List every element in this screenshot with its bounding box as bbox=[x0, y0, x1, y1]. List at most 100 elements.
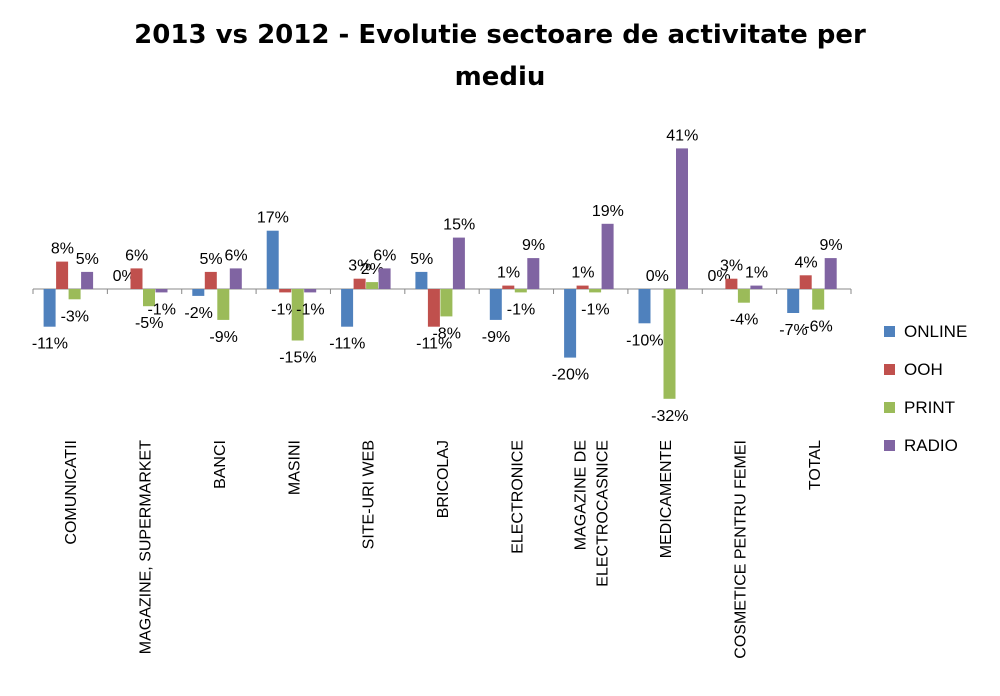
bar-print-2 bbox=[217, 289, 230, 320]
bar-radio-2 bbox=[229, 268, 242, 289]
data-label-online-6: -9% bbox=[482, 329, 510, 346]
data-label-ooh-5: -11% bbox=[416, 336, 452, 353]
data-label-ooh-10: 4% bbox=[794, 254, 817, 271]
bar-online-10 bbox=[787, 289, 800, 313]
data-label-radio-8: 41% bbox=[666, 127, 698, 144]
bar-radio-6 bbox=[527, 258, 540, 289]
category-label-1: MAGAZINE, SUPERMARKET bbox=[138, 440, 155, 654]
data-label-online-1: 0% bbox=[113, 268, 136, 285]
data-label-print-4: 2% bbox=[361, 261, 384, 278]
bar-radio-7 bbox=[601, 223, 614, 289]
data-label-online-4: -11% bbox=[329, 336, 365, 353]
bar-print-5 bbox=[440, 289, 453, 317]
legend-label: PRINT bbox=[904, 398, 955, 417]
bar-online-0 bbox=[43, 289, 56, 327]
data-label-radio-2: 6% bbox=[225, 247, 248, 264]
data-label-radio-1: -1% bbox=[147, 301, 175, 318]
category-label-6: ELECTRONICE bbox=[509, 440, 526, 554]
data-label-print-1: -5% bbox=[135, 315, 163, 332]
bar-radio-1 bbox=[155, 289, 168, 293]
data-label-online-5: 5% bbox=[410, 251, 433, 268]
legend-label: OOH bbox=[904, 360, 943, 379]
data-label-radio-9: 1% bbox=[745, 265, 768, 282]
bar-online-7 bbox=[564, 289, 577, 358]
bar-ooh-1 bbox=[130, 268, 143, 289]
bar-print-1 bbox=[143, 289, 155, 307]
bar-ooh-2 bbox=[204, 271, 217, 290]
bar-radio-3 bbox=[304, 289, 317, 293]
bar-ooh-7 bbox=[576, 285, 589, 289]
bar-print-8 bbox=[663, 289, 676, 399]
chart-title-line-2: mediu bbox=[454, 62, 546, 92]
bar-ooh-10 bbox=[799, 275, 812, 289]
data-label-online-10: -7% bbox=[779, 322, 807, 339]
data-label-print-9: -4% bbox=[730, 312, 758, 329]
bar-online-8 bbox=[638, 289, 651, 324]
bar-print-9 bbox=[737, 289, 750, 303]
bar-radio-9 bbox=[750, 285, 763, 289]
data-label-ooh-4: 3% bbox=[348, 258, 371, 275]
legend-swatch bbox=[884, 364, 895, 375]
bar-ooh-5 bbox=[427, 289, 440, 327]
bar-radio-0 bbox=[81, 271, 94, 290]
bar-online-5 bbox=[415, 271, 428, 290]
category-label-7-line-0: MAGAZINE DE bbox=[573, 440, 590, 550]
data-label-radio-4: 6% bbox=[373, 247, 396, 264]
data-label-ooh-8: 0% bbox=[646, 268, 669, 285]
bar-ooh-9 bbox=[725, 278, 738, 289]
data-label-print-8: -32% bbox=[651, 408, 688, 425]
category-label-7-line-1: ELECTROCASNICE bbox=[595, 440, 612, 587]
category-label-5: BRICOLAJ bbox=[435, 440, 452, 518]
bar-print-6 bbox=[514, 289, 527, 293]
bar-online-3 bbox=[266, 230, 279, 289]
chart-title: 2013 vs 2012 - Evolutie sectoare de acti… bbox=[0, 14, 1000, 98]
bar-radio-10 bbox=[824, 258, 837, 289]
bar-online-4 bbox=[341, 289, 354, 327]
bar-print-7 bbox=[589, 289, 602, 293]
category-label-8: MEDICAMENTE bbox=[658, 440, 675, 558]
data-label-online-7: -20% bbox=[552, 367, 589, 384]
data-label-print-2: -9% bbox=[209, 329, 237, 346]
data-label-radio-3: -1% bbox=[296, 301, 324, 318]
data-label-ooh-9: 3% bbox=[720, 258, 743, 275]
category-label-4: SITE-URI WEB bbox=[361, 440, 378, 549]
legend-swatch bbox=[884, 440, 895, 451]
chart-title-line-1: 2013 vs 2012 - Evolutie sectoare de acti… bbox=[134, 20, 866, 50]
data-label-print-7: -1% bbox=[581, 301, 609, 318]
bar-print-3 bbox=[291, 289, 304, 341]
data-label-print-5: -8% bbox=[432, 325, 460, 342]
legend-swatch bbox=[884, 402, 895, 413]
bar-print-4 bbox=[366, 282, 379, 289]
data-label-ooh-7: 1% bbox=[571, 265, 594, 282]
bar-ooh-0 bbox=[56, 261, 69, 289]
category-label-9: COSMETICE PENTRU FEMEI bbox=[733, 440, 750, 659]
bar-radio-5 bbox=[452, 237, 465, 290]
legend-label: ONLINE bbox=[904, 322, 968, 341]
data-label-ooh-0: 8% bbox=[51, 241, 74, 258]
bar-ooh-3 bbox=[279, 289, 292, 293]
data-label-radio-0: 5% bbox=[76, 251, 99, 268]
data-label-print-0: -3% bbox=[61, 308, 89, 325]
data-label-online-9: 0% bbox=[708, 268, 731, 285]
data-label-radio-5: 15% bbox=[443, 217, 475, 234]
data-label-ooh-2: 5% bbox=[200, 251, 223, 268]
bar-print-0 bbox=[68, 289, 81, 300]
category-label-10: TOTAL bbox=[807, 440, 824, 490]
data-label-online-3: 17% bbox=[257, 210, 289, 227]
data-label-radio-10: 9% bbox=[819, 237, 842, 254]
category-label-3: MASINI bbox=[286, 440, 303, 495]
bar-print-10 bbox=[812, 289, 825, 310]
legend-label: RADIO bbox=[904, 436, 958, 455]
data-label-ooh-6: 1% bbox=[497, 265, 520, 282]
bar-online-6 bbox=[489, 289, 502, 320]
data-label-print-10: -6% bbox=[804, 319, 832, 336]
data-label-radio-6: 9% bbox=[522, 237, 545, 254]
data-label-online-2: -2% bbox=[184, 305, 212, 322]
category-label-0: COMUNICATII bbox=[63, 440, 80, 545]
data-label-online-8: -10% bbox=[626, 332, 663, 349]
data-label-print-6: -1% bbox=[507, 301, 535, 318]
data-label-print-3: -15% bbox=[279, 349, 316, 366]
bar-ooh-4 bbox=[353, 278, 366, 289]
data-label-online-0: -11% bbox=[32, 336, 68, 353]
